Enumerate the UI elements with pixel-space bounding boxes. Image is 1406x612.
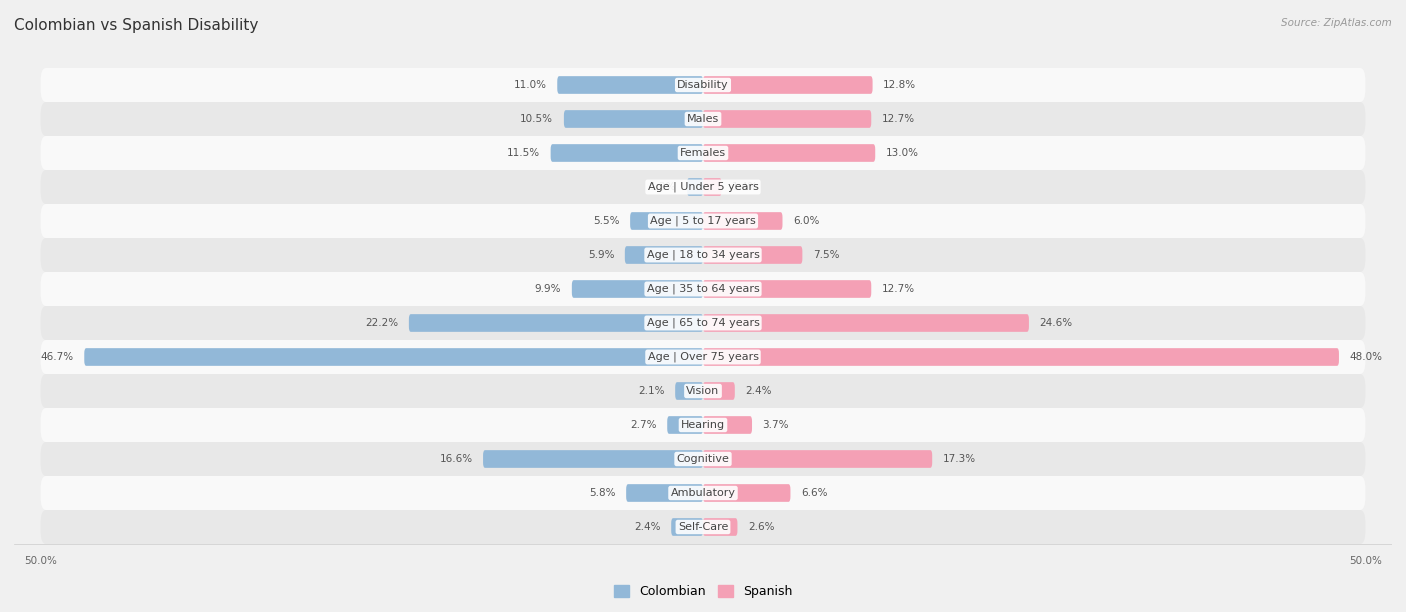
FancyBboxPatch shape bbox=[551, 144, 703, 162]
Text: 6.0%: 6.0% bbox=[793, 216, 820, 226]
FancyBboxPatch shape bbox=[557, 76, 703, 94]
FancyBboxPatch shape bbox=[572, 280, 703, 298]
FancyBboxPatch shape bbox=[41, 136, 1365, 170]
Text: 5.9%: 5.9% bbox=[588, 250, 614, 260]
FancyBboxPatch shape bbox=[409, 314, 703, 332]
Text: Vision: Vision bbox=[686, 386, 720, 396]
Text: 1.2%: 1.2% bbox=[650, 182, 676, 192]
FancyBboxPatch shape bbox=[675, 382, 703, 400]
Text: 2.7%: 2.7% bbox=[630, 420, 657, 430]
FancyBboxPatch shape bbox=[703, 518, 738, 536]
Text: Age | 35 to 64 years: Age | 35 to 64 years bbox=[647, 284, 759, 294]
FancyBboxPatch shape bbox=[703, 416, 752, 434]
Text: 11.5%: 11.5% bbox=[508, 148, 540, 158]
FancyBboxPatch shape bbox=[703, 110, 872, 128]
Text: 12.8%: 12.8% bbox=[883, 80, 917, 90]
Text: 1.4%: 1.4% bbox=[733, 182, 759, 192]
FancyBboxPatch shape bbox=[41, 442, 1365, 476]
Text: 46.7%: 46.7% bbox=[41, 352, 73, 362]
FancyBboxPatch shape bbox=[41, 238, 1365, 272]
FancyBboxPatch shape bbox=[41, 170, 1365, 204]
Text: 2.6%: 2.6% bbox=[748, 522, 775, 532]
Text: Disability: Disability bbox=[678, 80, 728, 90]
FancyBboxPatch shape bbox=[41, 204, 1365, 238]
Text: 11.0%: 11.0% bbox=[513, 80, 547, 90]
Text: 10.5%: 10.5% bbox=[520, 114, 554, 124]
Text: 16.6%: 16.6% bbox=[439, 454, 472, 464]
FancyBboxPatch shape bbox=[564, 110, 703, 128]
FancyBboxPatch shape bbox=[624, 246, 703, 264]
FancyBboxPatch shape bbox=[84, 348, 703, 366]
FancyBboxPatch shape bbox=[703, 484, 790, 502]
FancyBboxPatch shape bbox=[703, 212, 783, 230]
FancyBboxPatch shape bbox=[484, 450, 703, 468]
Text: Age | Under 5 years: Age | Under 5 years bbox=[648, 182, 758, 192]
Text: 13.0%: 13.0% bbox=[886, 148, 920, 158]
FancyBboxPatch shape bbox=[688, 178, 703, 196]
Text: 9.9%: 9.9% bbox=[534, 284, 561, 294]
Text: Age | 65 to 74 years: Age | 65 to 74 years bbox=[647, 318, 759, 328]
Text: 6.6%: 6.6% bbox=[801, 488, 828, 498]
FancyBboxPatch shape bbox=[703, 382, 735, 400]
Text: 3.7%: 3.7% bbox=[762, 420, 789, 430]
FancyBboxPatch shape bbox=[626, 484, 703, 502]
Text: 2.4%: 2.4% bbox=[745, 386, 772, 396]
FancyBboxPatch shape bbox=[668, 416, 703, 434]
Text: 2.1%: 2.1% bbox=[638, 386, 665, 396]
Text: 12.7%: 12.7% bbox=[882, 114, 915, 124]
FancyBboxPatch shape bbox=[41, 306, 1365, 340]
Text: Self-Care: Self-Care bbox=[678, 522, 728, 532]
FancyBboxPatch shape bbox=[703, 348, 1339, 366]
Text: 2.4%: 2.4% bbox=[634, 522, 661, 532]
FancyBboxPatch shape bbox=[671, 518, 703, 536]
FancyBboxPatch shape bbox=[703, 314, 1029, 332]
FancyBboxPatch shape bbox=[703, 144, 875, 162]
Legend: Colombian, Spanish: Colombian, Spanish bbox=[609, 580, 797, 603]
FancyBboxPatch shape bbox=[41, 374, 1365, 408]
Text: 5.8%: 5.8% bbox=[589, 488, 616, 498]
Text: Hearing: Hearing bbox=[681, 420, 725, 430]
Text: 17.3%: 17.3% bbox=[943, 454, 976, 464]
FancyBboxPatch shape bbox=[703, 450, 932, 468]
Text: Colombian vs Spanish Disability: Colombian vs Spanish Disability bbox=[14, 18, 259, 34]
Text: 22.2%: 22.2% bbox=[366, 318, 398, 328]
Text: Source: ZipAtlas.com: Source: ZipAtlas.com bbox=[1281, 18, 1392, 28]
FancyBboxPatch shape bbox=[41, 476, 1365, 510]
Text: Age | 5 to 17 years: Age | 5 to 17 years bbox=[650, 216, 756, 226]
FancyBboxPatch shape bbox=[41, 510, 1365, 544]
Text: Females: Females bbox=[681, 148, 725, 158]
Text: Cognitive: Cognitive bbox=[676, 454, 730, 464]
Text: Ambulatory: Ambulatory bbox=[671, 488, 735, 498]
FancyBboxPatch shape bbox=[41, 340, 1365, 374]
Text: 7.5%: 7.5% bbox=[813, 250, 839, 260]
FancyBboxPatch shape bbox=[703, 76, 873, 94]
FancyBboxPatch shape bbox=[41, 272, 1365, 306]
FancyBboxPatch shape bbox=[630, 212, 703, 230]
FancyBboxPatch shape bbox=[703, 280, 872, 298]
Text: 5.5%: 5.5% bbox=[593, 216, 620, 226]
Text: 12.7%: 12.7% bbox=[882, 284, 915, 294]
FancyBboxPatch shape bbox=[703, 178, 721, 196]
FancyBboxPatch shape bbox=[41, 102, 1365, 136]
FancyBboxPatch shape bbox=[703, 246, 803, 264]
Text: Age | Over 75 years: Age | Over 75 years bbox=[648, 352, 758, 362]
FancyBboxPatch shape bbox=[41, 408, 1365, 442]
Text: Age | 18 to 34 years: Age | 18 to 34 years bbox=[647, 250, 759, 260]
Text: 24.6%: 24.6% bbox=[1039, 318, 1073, 328]
FancyBboxPatch shape bbox=[41, 68, 1365, 102]
Text: 48.0%: 48.0% bbox=[1350, 352, 1382, 362]
Text: Males: Males bbox=[688, 114, 718, 124]
